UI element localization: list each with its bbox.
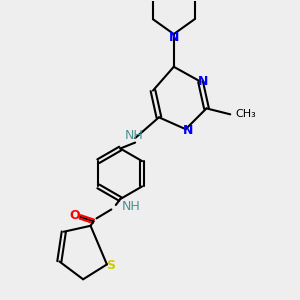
Text: O: O xyxy=(70,209,80,222)
Text: N: N xyxy=(169,31,179,44)
Text: CH₃: CH₃ xyxy=(236,109,256,119)
Text: NH: NH xyxy=(122,200,140,213)
Text: S: S xyxy=(106,260,115,272)
Text: N: N xyxy=(183,124,193,137)
Text: N: N xyxy=(198,75,208,88)
Text: NH: NH xyxy=(124,129,143,142)
